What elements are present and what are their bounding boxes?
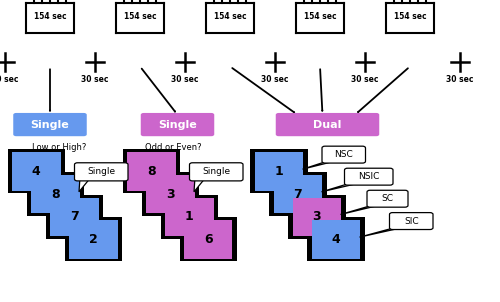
FancyBboxPatch shape (64, 217, 122, 261)
FancyBboxPatch shape (12, 152, 60, 191)
Text: 30 sec: 30 sec (261, 75, 289, 84)
Text: 1: 1 (185, 210, 194, 223)
Polygon shape (360, 228, 402, 237)
FancyBboxPatch shape (46, 195, 103, 239)
Text: 30 sec: 30 sec (171, 75, 199, 84)
Polygon shape (322, 183, 358, 192)
FancyBboxPatch shape (50, 198, 98, 236)
FancyBboxPatch shape (14, 113, 87, 136)
Text: 3: 3 (312, 210, 321, 223)
Text: 30 sec: 30 sec (81, 75, 109, 84)
Polygon shape (79, 179, 90, 192)
FancyBboxPatch shape (367, 190, 408, 207)
Text: Single: Single (158, 120, 197, 130)
Text: 30 sec: 30 sec (446, 75, 474, 84)
Text: Odd or Even?: Odd or Even? (145, 143, 202, 153)
Text: 4: 4 (332, 233, 340, 246)
Text: SC: SC (382, 194, 394, 203)
Text: SIC: SIC (404, 217, 418, 226)
FancyBboxPatch shape (142, 172, 199, 216)
FancyBboxPatch shape (344, 168, 393, 185)
Text: 7: 7 (294, 188, 302, 201)
FancyBboxPatch shape (276, 113, 380, 136)
FancyBboxPatch shape (190, 163, 243, 181)
FancyBboxPatch shape (184, 220, 232, 259)
FancyBboxPatch shape (141, 113, 214, 136)
FancyBboxPatch shape (269, 172, 326, 216)
Text: Single: Single (30, 120, 70, 130)
Polygon shape (340, 205, 379, 214)
FancyBboxPatch shape (122, 149, 180, 193)
Text: 2: 2 (89, 233, 98, 246)
Polygon shape (194, 179, 204, 192)
FancyBboxPatch shape (160, 195, 218, 239)
FancyBboxPatch shape (127, 152, 176, 191)
Text: 154 sec: 154 sec (394, 12, 426, 21)
Text: 30 sec: 30 sec (351, 75, 379, 84)
Text: 8: 8 (147, 165, 156, 178)
Text: Low or High?: Low or High? (32, 143, 87, 153)
Text: 154 sec: 154 sec (214, 12, 246, 21)
Text: 8: 8 (51, 188, 60, 201)
Text: 6: 6 (204, 233, 212, 246)
Text: 4: 4 (32, 165, 40, 178)
Text: NSC: NSC (334, 150, 353, 159)
FancyBboxPatch shape (146, 175, 194, 213)
Text: 154 sec: 154 sec (304, 12, 336, 21)
FancyBboxPatch shape (180, 217, 237, 261)
Text: NSIC: NSIC (358, 172, 380, 181)
FancyBboxPatch shape (31, 175, 80, 213)
FancyBboxPatch shape (322, 146, 366, 163)
Text: 1: 1 (274, 165, 283, 178)
FancyBboxPatch shape (69, 220, 117, 259)
Text: 154 sec: 154 sec (34, 12, 66, 21)
Text: 154 sec: 154 sec (124, 12, 156, 21)
Text: Single: Single (87, 167, 116, 176)
FancyBboxPatch shape (307, 217, 364, 261)
FancyBboxPatch shape (274, 175, 322, 213)
FancyBboxPatch shape (288, 195, 346, 239)
FancyBboxPatch shape (8, 149, 65, 193)
FancyBboxPatch shape (250, 149, 308, 193)
FancyBboxPatch shape (390, 213, 433, 230)
FancyBboxPatch shape (165, 198, 214, 236)
Text: 3: 3 (166, 188, 174, 201)
FancyBboxPatch shape (312, 220, 360, 259)
FancyBboxPatch shape (26, 172, 84, 216)
Text: Single: Single (202, 167, 230, 176)
Polygon shape (302, 161, 334, 169)
Text: Dual: Dual (314, 120, 342, 130)
Text: 7: 7 (70, 210, 78, 223)
Text: 30 sec: 30 sec (0, 75, 19, 84)
FancyBboxPatch shape (254, 152, 303, 191)
FancyBboxPatch shape (74, 163, 128, 181)
FancyBboxPatch shape (292, 198, 341, 236)
